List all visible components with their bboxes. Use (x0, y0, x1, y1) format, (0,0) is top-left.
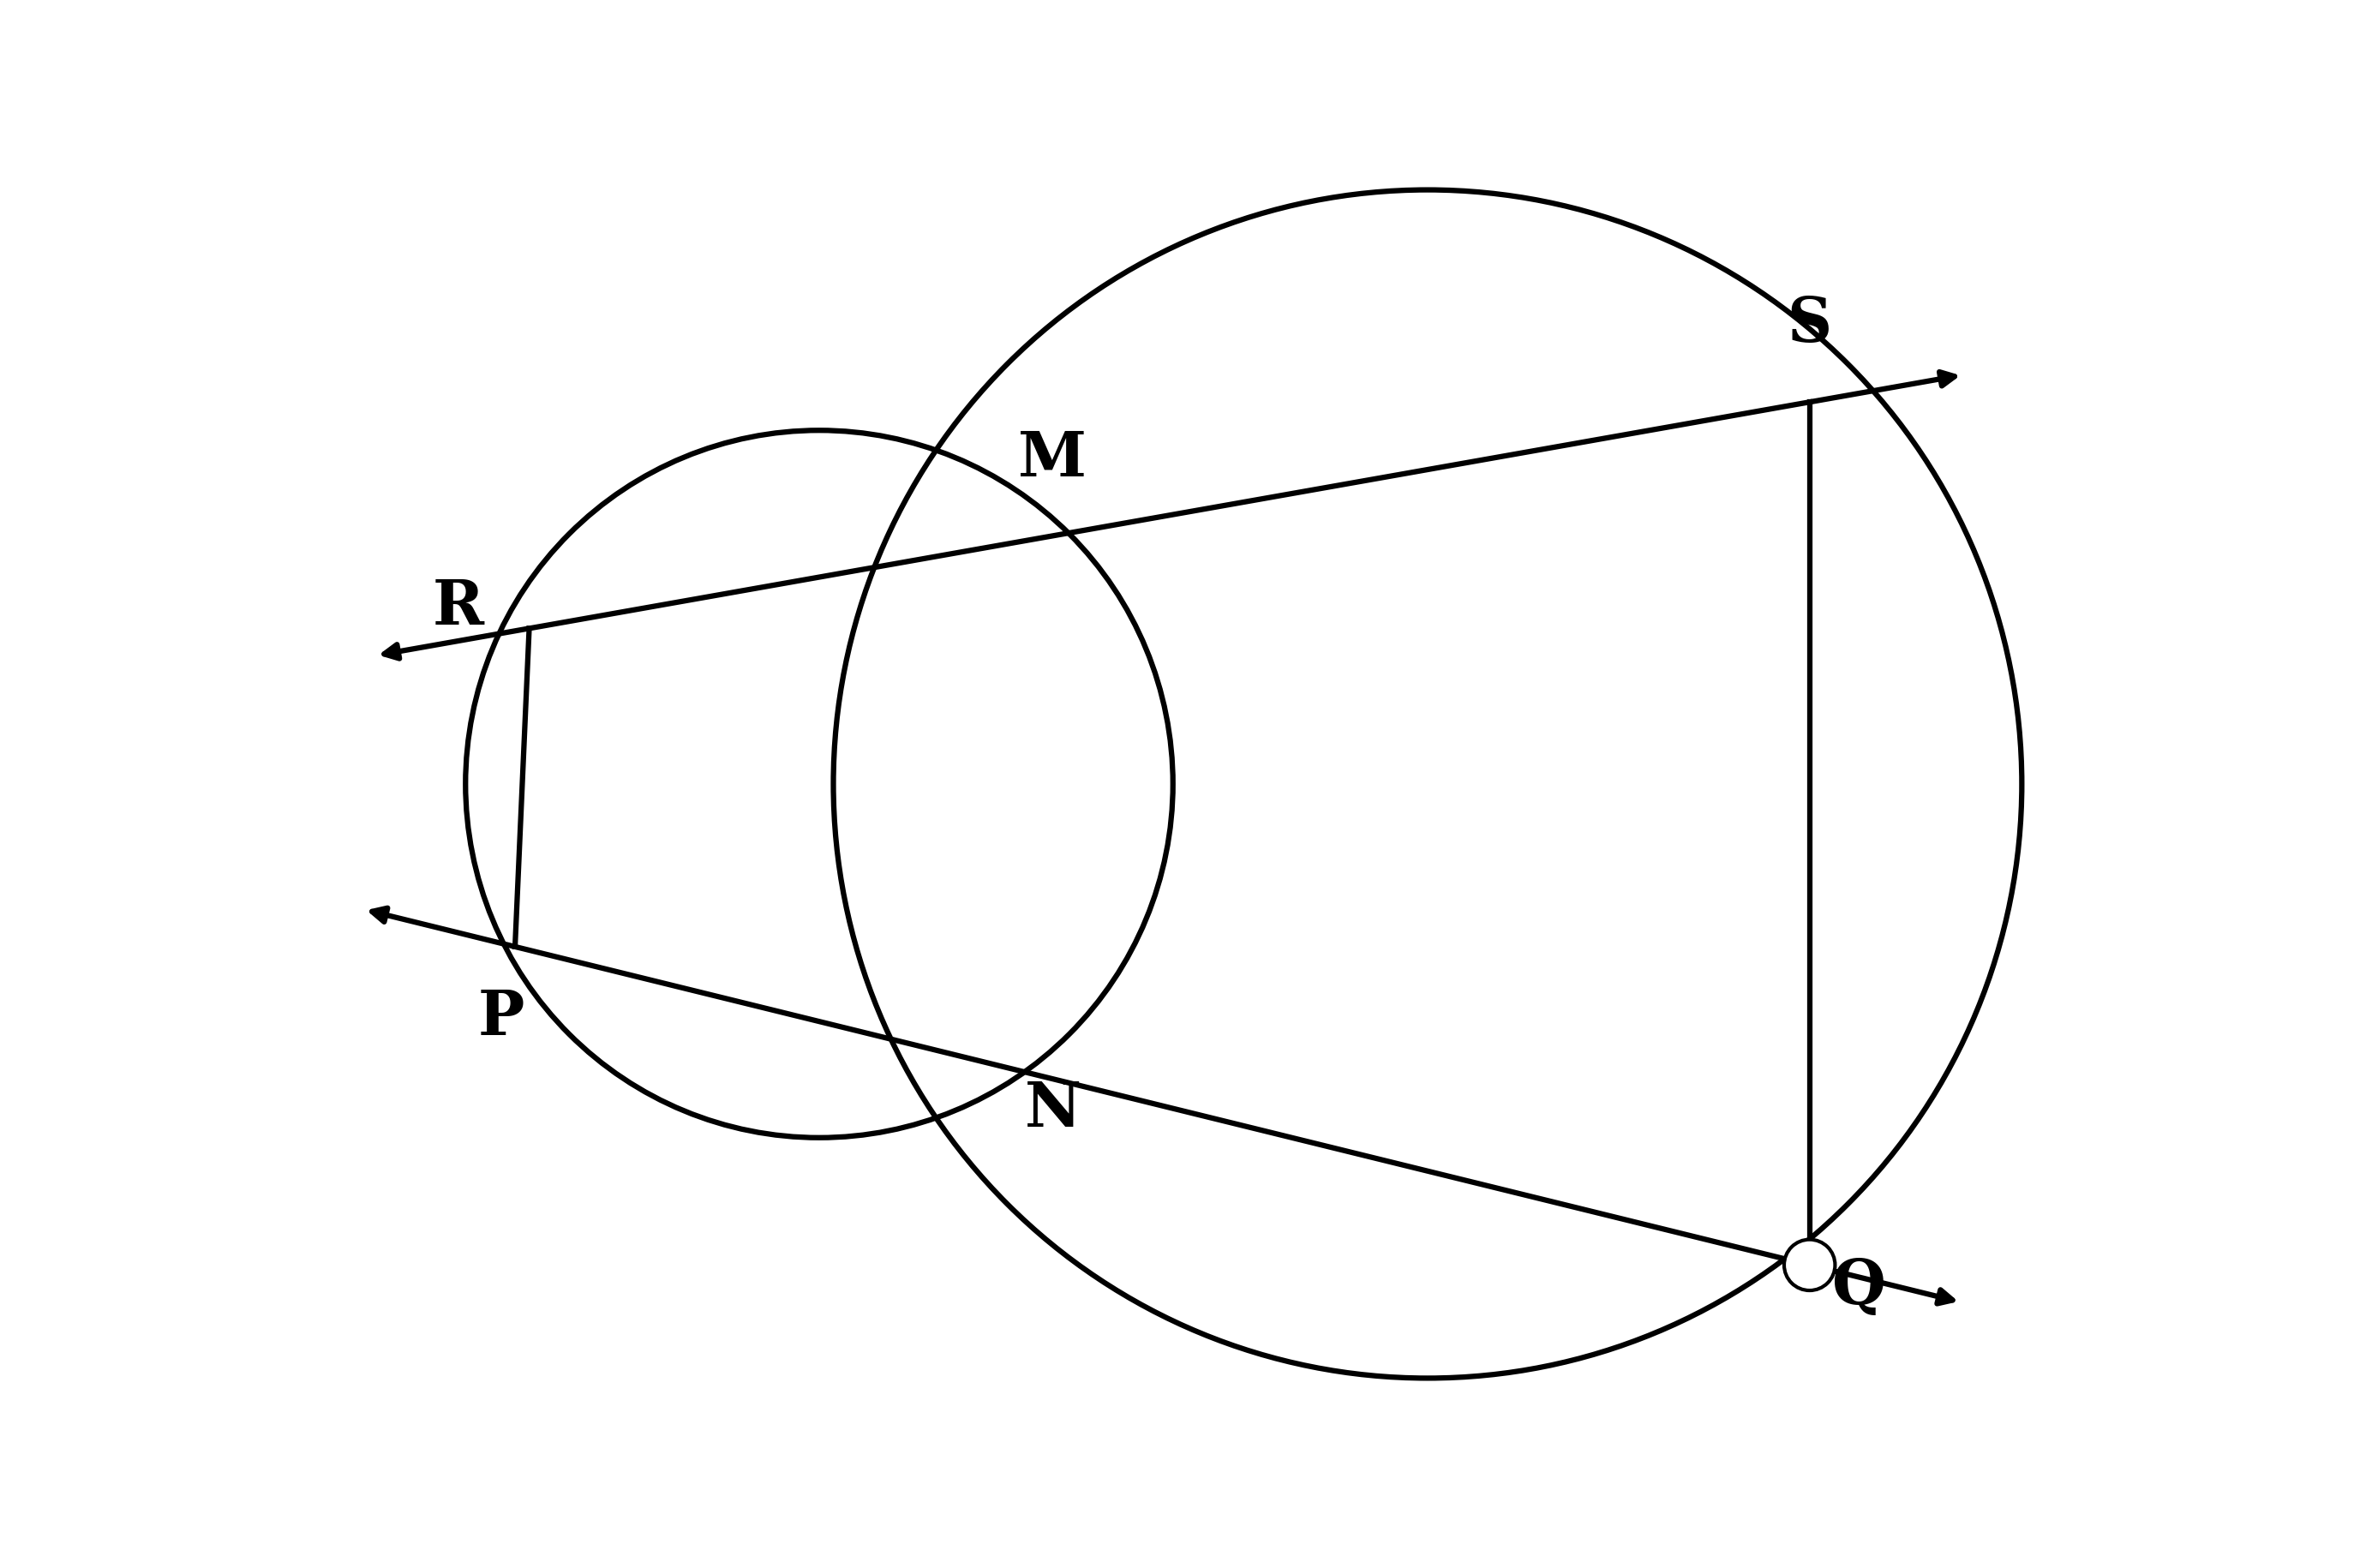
Text: Q: Q (1831, 1256, 1886, 1317)
Text: R: R (432, 577, 484, 638)
Text: S: S (1787, 293, 1831, 354)
Circle shape (1784, 1240, 1836, 1290)
Text: N: N (1024, 1079, 1081, 1140)
Text: M: M (1020, 428, 1088, 489)
Text: P: P (477, 986, 524, 1047)
